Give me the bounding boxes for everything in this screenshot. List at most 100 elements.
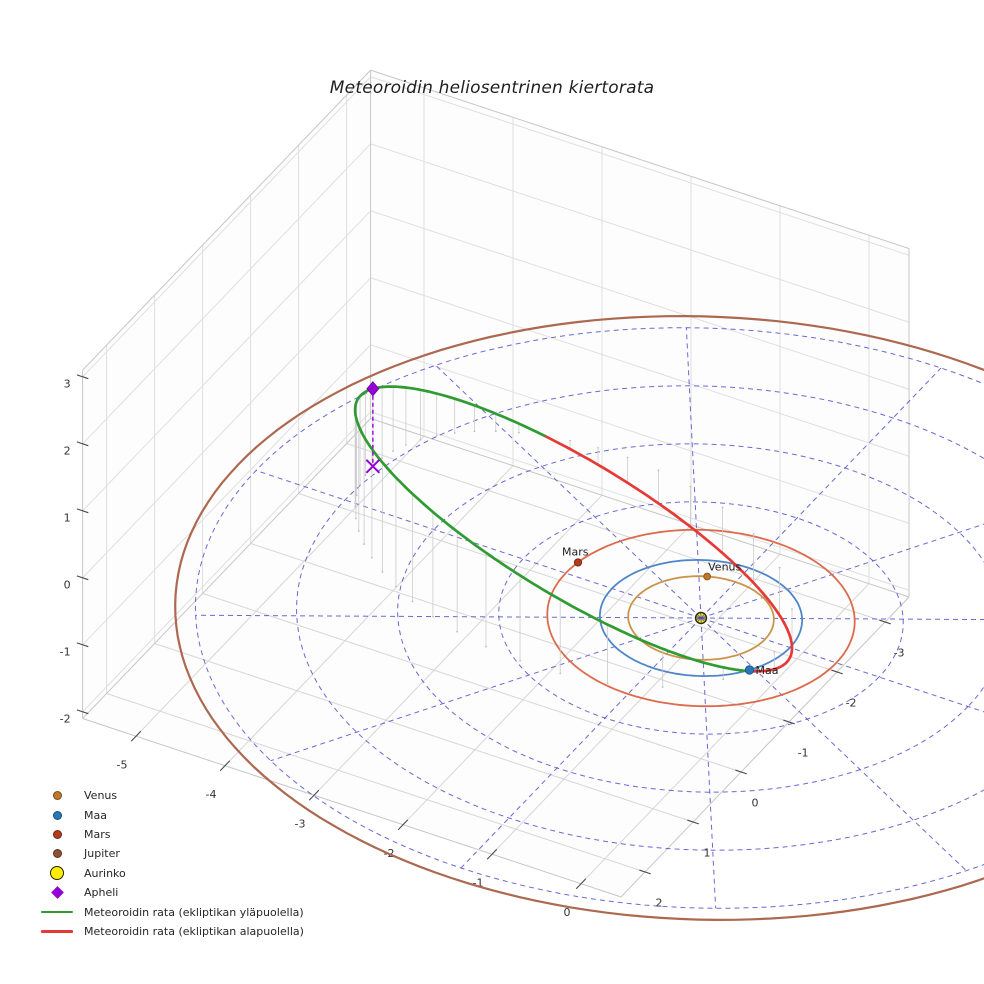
z-tick-label: 0 xyxy=(64,578,71,591)
polar-grid-radial xyxy=(700,367,942,619)
legend-label: Apheli xyxy=(84,886,119,900)
y-tick-mark xyxy=(687,819,699,825)
stem-base-dot xyxy=(453,432,456,434)
legend-label: Jupiter xyxy=(84,847,120,861)
y-tick-mark xyxy=(879,619,891,625)
z-tick-mark xyxy=(76,441,89,447)
z-tick-mark xyxy=(76,575,89,581)
legend-item: Apheli xyxy=(40,883,304,902)
stem-base-dot xyxy=(435,434,438,437)
polar-grid-radial xyxy=(700,617,717,909)
y-tick-mark xyxy=(639,869,651,875)
stem-base-dot xyxy=(485,645,487,648)
stem-base-dot xyxy=(364,474,367,477)
orbit-jupiter xyxy=(174,314,984,922)
legend-label: Mars xyxy=(84,827,111,841)
legend-label: Aurinko xyxy=(84,866,126,880)
stem-base-dot xyxy=(381,571,384,573)
polar-grid-radial xyxy=(460,617,702,869)
polar-grid-radial xyxy=(270,617,702,762)
legend-label: Venus xyxy=(84,789,118,803)
y-tick-label: -1 xyxy=(798,746,809,759)
legend-diamond-icon xyxy=(50,886,64,900)
planet-dot-maa xyxy=(744,665,755,675)
stem-base-dot xyxy=(657,469,660,472)
y-tick-label: -3 xyxy=(894,646,905,659)
stem-base-dot xyxy=(791,608,793,610)
legend-label: Meteoroidin rata (ekliptikan yläpuolella… xyxy=(84,905,304,919)
polar-grid-circle xyxy=(295,385,984,851)
z-tick-mark xyxy=(76,642,89,648)
right-wall-pane xyxy=(370,70,910,598)
stem-base-dot xyxy=(722,678,725,681)
stem-base-dot xyxy=(404,444,407,446)
stem-base-dot xyxy=(597,446,599,449)
x-tick-label: -1 xyxy=(473,877,484,890)
aphelion-diamond-icon xyxy=(366,381,380,397)
x-tick-label: -4 xyxy=(206,788,217,801)
stem-base-dot xyxy=(354,505,357,508)
stem-base-dot xyxy=(371,556,373,559)
stem-base-dot xyxy=(517,431,520,434)
stem-base-dot xyxy=(359,483,361,486)
x-tick-label: -5 xyxy=(117,759,128,772)
legend-dot-icon xyxy=(52,810,62,820)
y-tick-label: -2 xyxy=(846,696,857,709)
stem-base-dot xyxy=(473,430,476,433)
legend-label: Maa xyxy=(84,808,107,822)
axes-edges xyxy=(82,69,910,898)
legend-dot-icon xyxy=(52,791,62,801)
stem-base-dot xyxy=(721,506,724,509)
meteoroid-below-line xyxy=(543,434,794,673)
polar-grid-radial xyxy=(700,617,967,872)
polar-grid-radial xyxy=(700,523,984,619)
x-tick-mark xyxy=(130,730,142,742)
y-tick-label: 1 xyxy=(704,846,711,859)
y-tick-label: 0 xyxy=(752,796,759,809)
orbit-maa xyxy=(599,558,803,678)
x-tick-mark xyxy=(397,819,409,831)
stem-base-dot xyxy=(392,450,394,453)
polar-grid-radial xyxy=(435,364,702,619)
planet-markers: Venus Maa Mars xyxy=(562,545,778,677)
z-tick-label: -1 xyxy=(60,645,71,658)
orbit-mars xyxy=(546,528,856,708)
legend-item: Maa xyxy=(40,805,304,824)
x-tick-mark xyxy=(219,760,231,772)
stem-base-dot xyxy=(626,456,629,459)
polar-grid-radial xyxy=(700,617,984,713)
stem-base-dot xyxy=(419,438,422,441)
legend-item: Meteoroidin rata (ekliptikan yläpuolella… xyxy=(40,902,304,921)
y-tick-mark xyxy=(831,669,843,675)
z-tick-mark xyxy=(76,709,89,715)
legend: Venus Maa Mars Jupiter Aurinko Apheli Meteoroi… xyxy=(40,786,304,941)
stem-base-dot xyxy=(355,494,358,497)
legend-item: Venus xyxy=(40,786,304,805)
stem-base-dot xyxy=(357,530,360,532)
x-tick-label: 0 xyxy=(564,906,571,919)
x-tick-mark xyxy=(308,789,320,801)
stem-base-dot xyxy=(778,566,781,569)
planet-label-mars: Mars xyxy=(562,545,589,558)
stem-base-dot xyxy=(381,457,383,460)
legend-dot-icon xyxy=(52,849,62,859)
legend-dot-icon xyxy=(52,829,62,839)
x-tick-mark xyxy=(486,848,498,860)
aphelion-group xyxy=(365,381,381,474)
x-tick-mark xyxy=(575,878,587,890)
polar-grid-radial xyxy=(685,327,702,619)
chart-title: Meteoroidin heliosentrinen kiertorata xyxy=(329,78,655,98)
polar-grid-radial xyxy=(700,617,984,621)
meteoroid-path-below xyxy=(543,434,794,673)
stem-base-dot xyxy=(395,585,397,588)
stem-base-dot xyxy=(411,600,414,603)
stem-base-dot xyxy=(773,650,776,653)
stem-base-dot xyxy=(606,682,609,685)
z-tick-label: -2 xyxy=(60,712,71,725)
stem-base-dot xyxy=(689,485,692,488)
planet-dot-venus xyxy=(703,572,712,581)
axes-gridlines xyxy=(82,76,910,885)
stem-base-dot xyxy=(456,630,459,633)
polar-grid-radial xyxy=(195,614,702,619)
